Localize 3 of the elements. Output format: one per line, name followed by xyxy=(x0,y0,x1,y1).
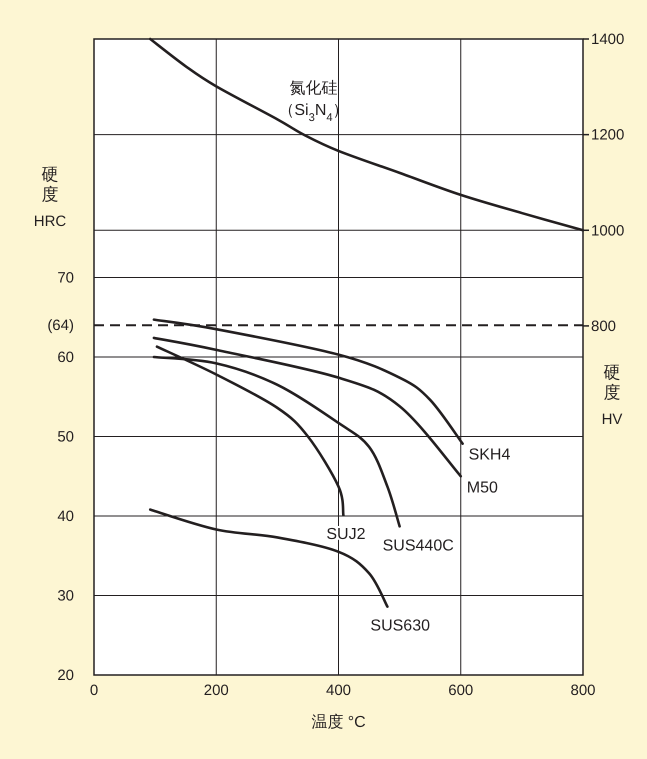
y2label: 硬度 HV xyxy=(602,363,622,428)
ylabel: 硬度 HRC xyxy=(34,165,66,230)
xlabel: 温度 °C xyxy=(311,714,366,731)
